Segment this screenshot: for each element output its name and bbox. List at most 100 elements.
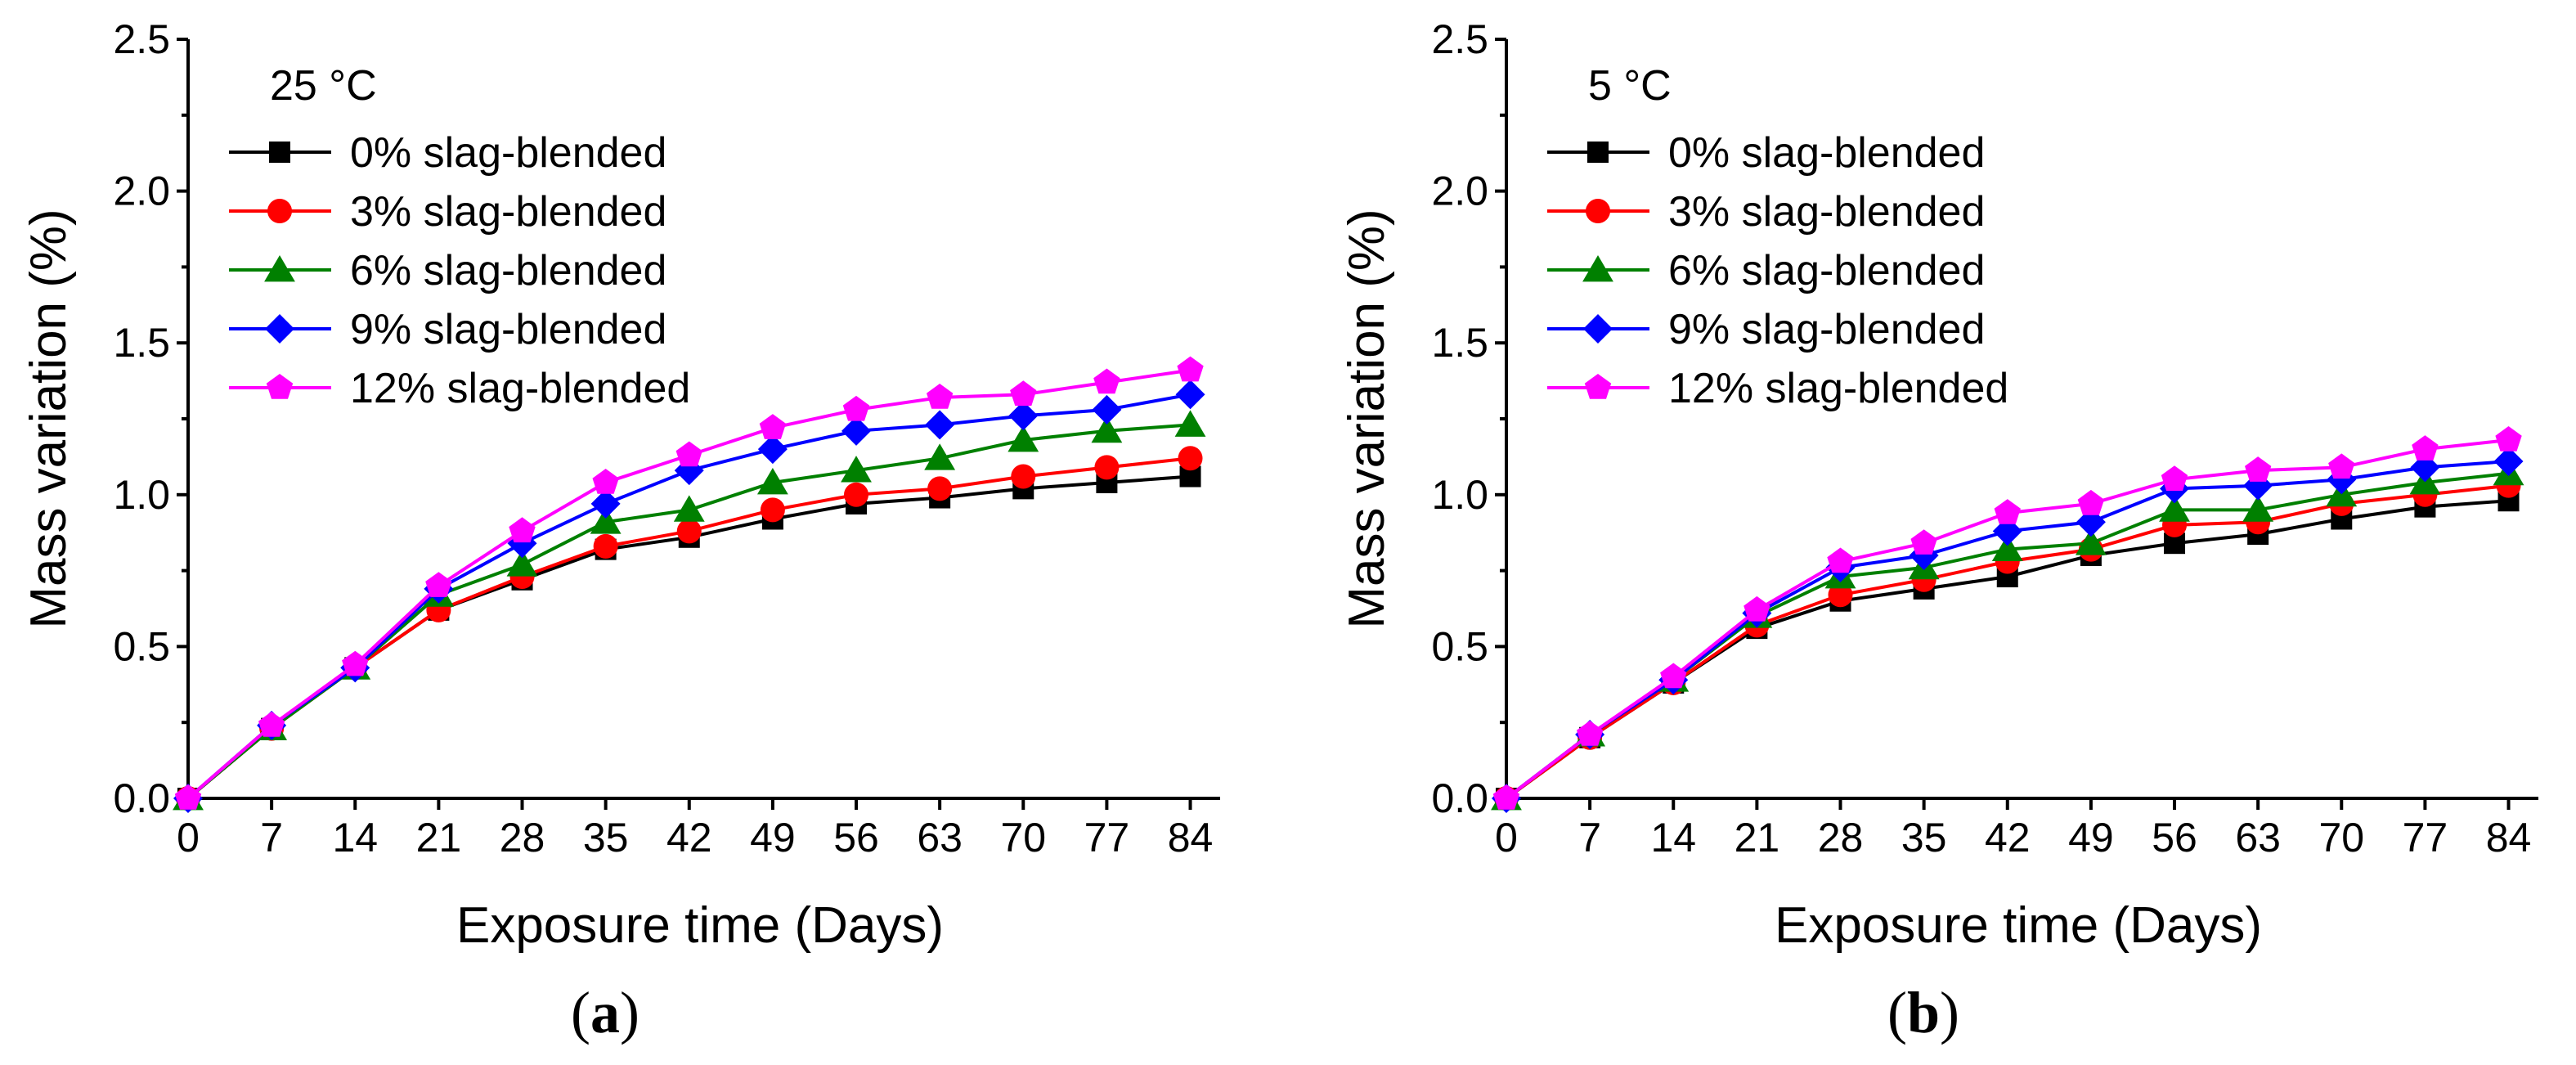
x-tick-label: 49	[2068, 815, 2114, 861]
y-tick-label: 2.5	[1431, 16, 1488, 62]
y-tick-label: 0.5	[1431, 623, 1488, 669]
x-tick-label: 0	[177, 815, 200, 861]
series-5	[174, 356, 1204, 810]
data-point	[759, 414, 787, 439]
data-point	[2328, 453, 2355, 479]
y-tick-label: 1.0	[113, 472, 170, 518]
x-tick-label: 84	[1168, 815, 1214, 861]
data-point	[2245, 456, 2272, 482]
data-point	[842, 395, 870, 421]
data-point	[1744, 595, 1770, 622]
x-tick-label: 14	[1650, 815, 1696, 861]
data-point	[760, 497, 785, 523]
legend-marker	[1587, 142, 1609, 163]
data-point	[675, 441, 702, 467]
x-tick-label: 14	[332, 815, 378, 861]
data-point	[342, 650, 369, 676]
data-point	[2493, 446, 2524, 476]
y-tick-label: 0.5	[113, 623, 170, 669]
x-tick-label: 70	[2318, 815, 2364, 861]
legend-label: 6% slag-blended	[1668, 247, 1985, 294]
legend: 0% slag-blended 3% slag-blended 6% slag-bl…	[229, 129, 690, 412]
data-point	[425, 572, 452, 597]
data-point	[590, 507, 622, 534]
data-point	[1092, 394, 1122, 425]
x-tick-label: 49	[750, 815, 796, 861]
x-tick-label: 77	[1084, 815, 1130, 861]
data-point	[1008, 425, 1039, 452]
x-tick-label: 28	[500, 815, 545, 861]
data-point	[1091, 416, 1123, 443]
data-point	[2159, 495, 2190, 522]
legend-marker	[266, 374, 294, 399]
data-point	[506, 550, 538, 577]
x-tick-label: 84	[2486, 815, 2532, 861]
x-tick-label: 35	[1901, 815, 1947, 861]
data-point	[2495, 426, 2522, 452]
x-tick-label: 63	[2235, 815, 2281, 861]
data-point	[925, 410, 955, 440]
x-tick-label: 21	[1735, 815, 1780, 861]
legend-marker	[1584, 374, 1612, 399]
legend: 0% slag-blended 3% slag-blended 6% slag-bl…	[1547, 129, 2008, 412]
data-point	[844, 482, 869, 507]
y-axis-label: Mass variation (%)	[20, 209, 77, 628]
series-line	[186, 368, 1191, 800]
data-point	[1008, 401, 1039, 431]
data-point	[1011, 464, 1036, 489]
x-tick-label: 28	[1818, 815, 1864, 861]
x-axis-label: Exposure time (Days)	[1775, 897, 2262, 954]
data-point	[1010, 380, 1037, 407]
panel-label: (b)	[1887, 980, 1959, 1045]
data-point	[1660, 663, 1687, 689]
data-point	[2075, 528, 2107, 555]
data-point	[2412, 435, 2439, 461]
legend-label: 0% slag-blended	[350, 129, 666, 177]
data-point	[927, 476, 953, 501]
data-point	[1174, 410, 1206, 437]
x-tick-label: 70	[1000, 815, 1046, 861]
temperature-annotation: 5 °C	[1588, 62, 1672, 110]
data-point	[1177, 356, 1204, 382]
data-point	[1910, 529, 1937, 555]
chart-panel-a: 0.0 0.5 1.0 1.5 2.0 2.5 0 7 14 21 28 35 42 49 56 63 70 77…	[20, 16, 1220, 1045]
legend-marker	[1582, 255, 1613, 282]
x-tick-label: 35	[583, 815, 629, 861]
x-tick-label: 7	[260, 815, 283, 861]
y-tick-label: 2.5	[113, 16, 170, 62]
data-point	[1577, 721, 1604, 746]
data-point	[1827, 547, 1854, 573]
legend-label: 3% slag-blended	[1668, 188, 1985, 236]
data-point	[1093, 368, 1120, 394]
chart-panel-b: 0.0 0.5 1.0 1.5 2.0 2.5 0 7 14 21 28 35 42 49 56 63 70 77…	[1339, 16, 2538, 1045]
data-point	[924, 443, 956, 470]
legend-marker	[265, 314, 294, 344]
data-point	[590, 488, 621, 519]
data-point	[1492, 784, 1520, 810]
y-tick-label: 2.0	[113, 169, 170, 214]
x-tick-label: 63	[917, 815, 963, 861]
legend-label: 6% slag-blended	[350, 247, 666, 294]
y-tick-label: 1.5	[113, 320, 170, 366]
data-point	[174, 784, 202, 810]
data-point	[1094, 455, 1120, 480]
data-point	[2077, 489, 2105, 515]
x-tick-label: 21	[416, 815, 462, 861]
legend-marker	[267, 199, 292, 223]
legend-marker	[264, 255, 295, 282]
x-axis-label: Exposure time (Days)	[456, 897, 944, 954]
data-point	[676, 519, 702, 544]
data-point	[1994, 499, 2021, 524]
legend-label: 9% slag-blended	[350, 306, 666, 353]
legend-label: 9% slag-blended	[1668, 306, 1985, 353]
data-point	[258, 711, 285, 737]
data-point	[2161, 465, 2188, 491]
legend-marker	[1583, 314, 1613, 344]
x-tick-label: 0	[1495, 815, 1518, 861]
x-tick-label: 42	[666, 815, 712, 861]
data-point	[1991, 534, 2023, 562]
y-tick-label: 0.0	[1431, 775, 1488, 821]
series-5	[1492, 426, 2522, 810]
x-tick-label: 77	[2403, 815, 2448, 861]
